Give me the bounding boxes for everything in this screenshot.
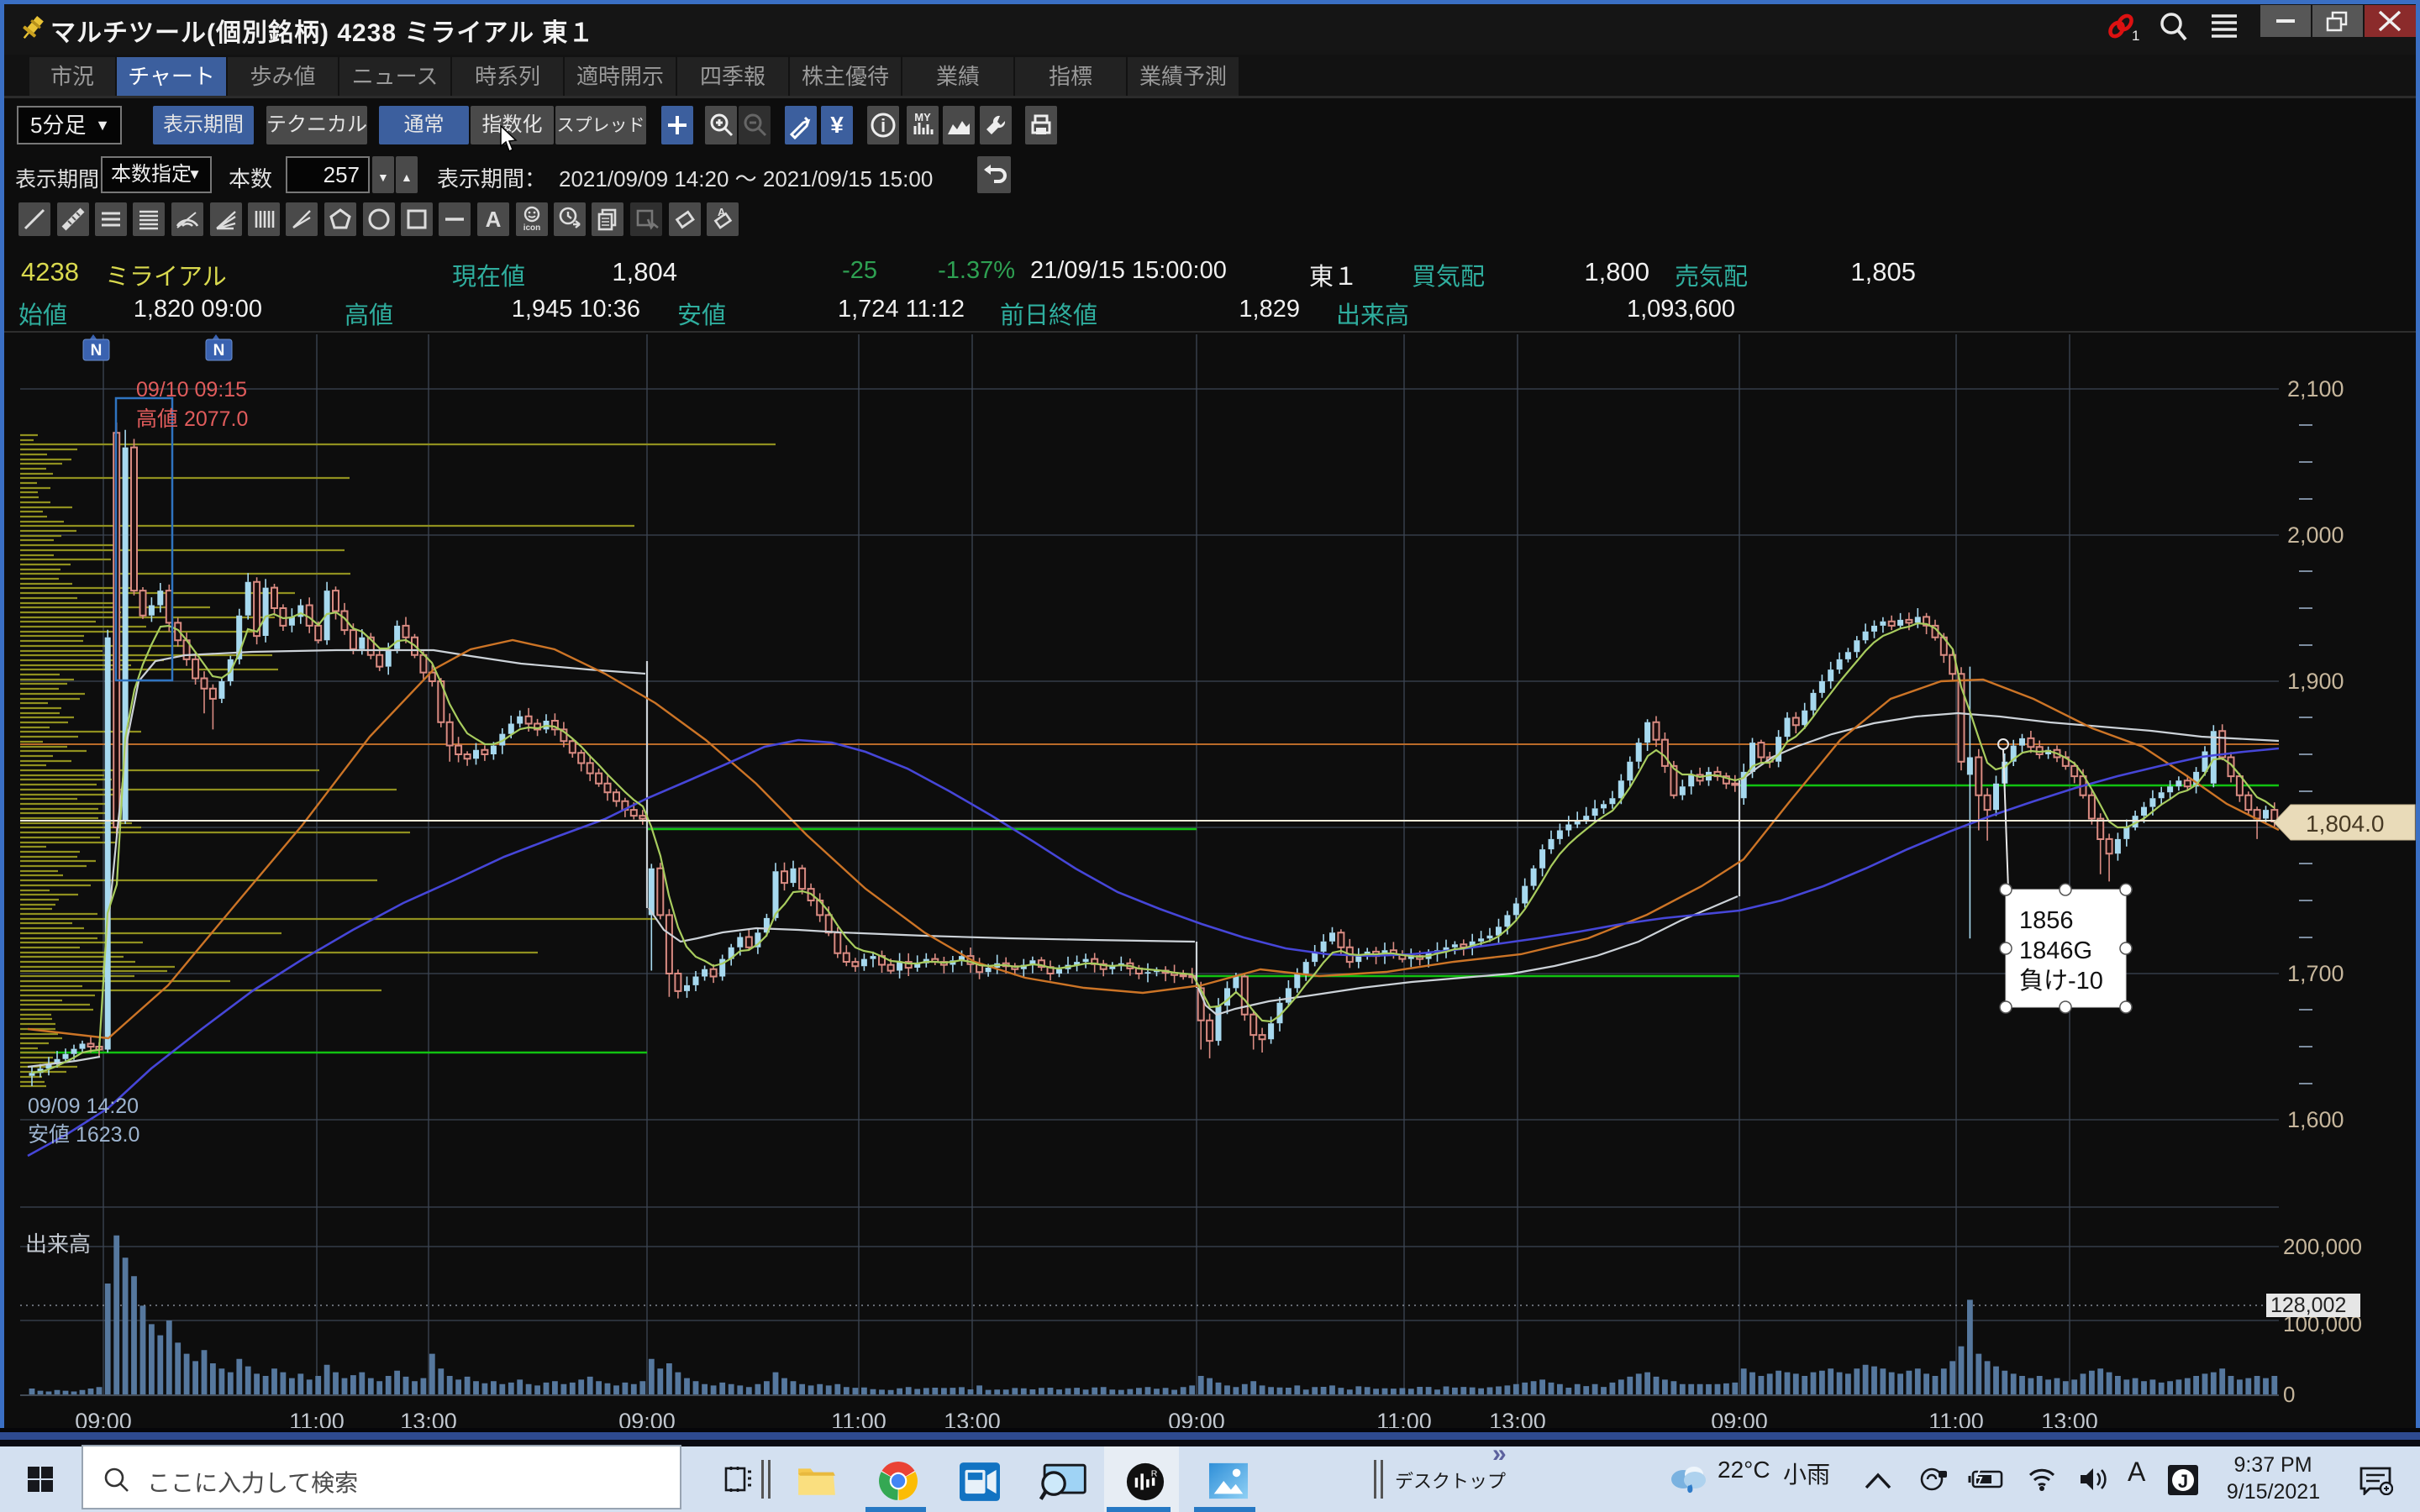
- svg-text:N: N: [213, 342, 225, 360]
- svg-text:1,700: 1,700: [2287, 961, 2344, 986]
- svg-text:icon: icon: [523, 223, 541, 233]
- svg-text:128,002: 128,002: [2270, 1294, 2346, 1317]
- svg-text:2,000: 2,000: [2287, 522, 2344, 548]
- svg-text:A: A: [718, 206, 726, 218]
- svg-text:¥: ¥: [830, 112, 844, 138]
- svg-text:N: N: [91, 342, 103, 360]
- svg-text:出来高: 出来高: [25, 1231, 91, 1257]
- svg-text:負け-10: 負け-10: [2019, 967, 2103, 995]
- svg-text:1: 1: [2132, 28, 2139, 42]
- svg-text:2,100: 2,100: [2287, 376, 2344, 402]
- svg-text:09/10 09:15: 09/10 09:15: [136, 378, 247, 402]
- svg-text:A: A: [486, 207, 502, 232]
- svg-text:1,804.0: 1,804.0: [2306, 811, 2384, 837]
- svg-text:i: i: [881, 115, 886, 136]
- svg-text:J: J: [2178, 1471, 2188, 1492]
- svg-text:高値 2077.0: 高値 2077.0: [136, 407, 248, 431]
- svg-text:09/09 14:20: 09/09 14:20: [28, 1095, 139, 1118]
- svg-text:R: R: [1151, 1468, 1158, 1478]
- svg-text:1856: 1856: [2019, 907, 2074, 934]
- svg-text:MY: MY: [914, 111, 931, 123]
- svg-text:200,000: 200,000: [2283, 1234, 2362, 1259]
- svg-text:0: 0: [2283, 1382, 2295, 1407]
- svg-text:1,600: 1,600: [2287, 1107, 2344, 1132]
- svg-text:1846G: 1846G: [2019, 937, 2092, 964]
- svg-text:安値 1623.0: 安値 1623.0: [28, 1123, 139, 1147]
- svg-text:1,900: 1,900: [2287, 669, 2344, 694]
